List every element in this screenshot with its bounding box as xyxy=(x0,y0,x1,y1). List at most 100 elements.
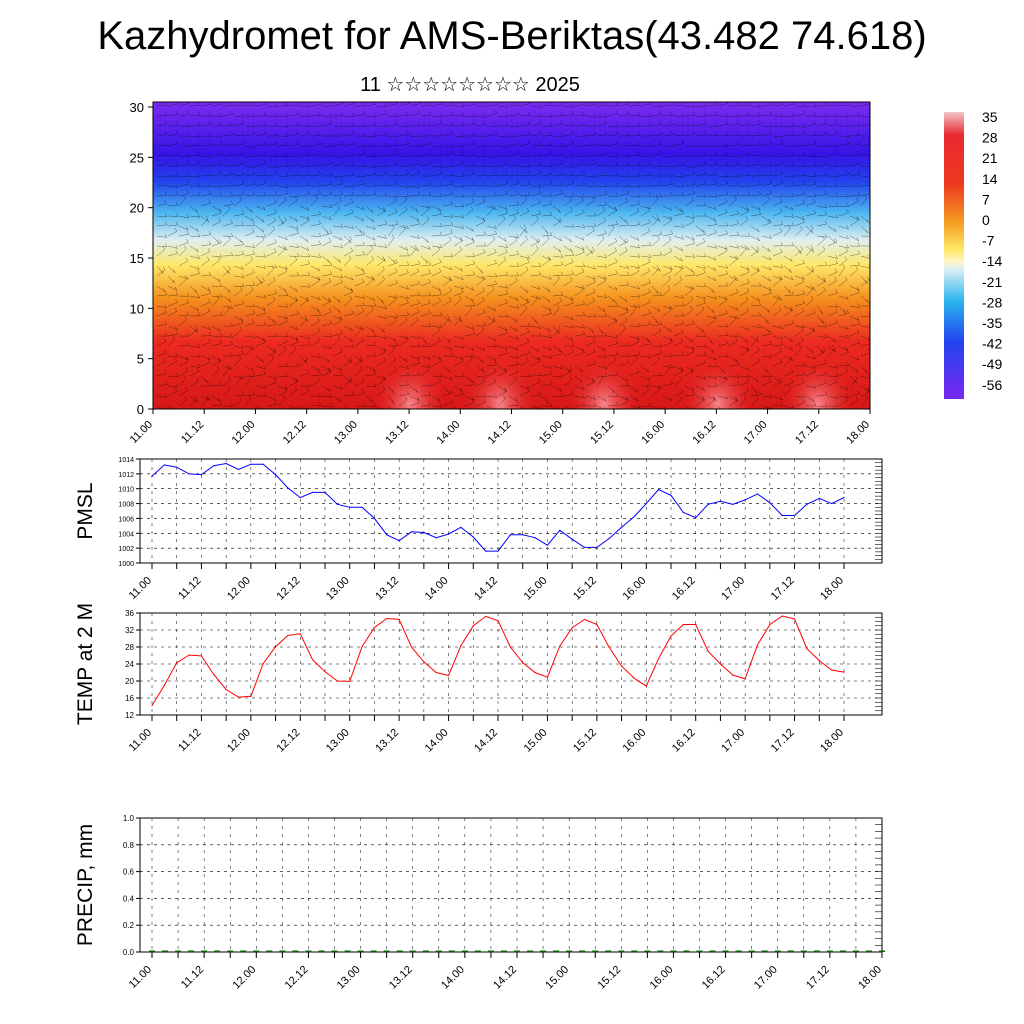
wind-barb-flag xyxy=(846,151,850,156)
wind-barb xyxy=(805,143,816,147)
wind-barb xyxy=(805,123,816,127)
wind-barb xyxy=(299,215,310,220)
wind-barb-flag xyxy=(449,346,453,351)
wind-barb-flag xyxy=(373,122,377,126)
wind-barb-flag xyxy=(252,163,256,168)
wind-barb-flag xyxy=(428,204,431,209)
wind-barb xyxy=(332,275,343,279)
wind-barb-flag xyxy=(669,397,672,402)
wind-barb xyxy=(849,393,860,397)
wind-barb xyxy=(585,265,596,270)
wind-barb-flag xyxy=(351,391,355,396)
wind-barb-flag xyxy=(669,267,673,272)
wind-barb-flag xyxy=(185,367,188,372)
wind-barb-flag xyxy=(615,371,619,375)
wind-barb xyxy=(497,398,506,407)
data-point xyxy=(658,657,660,660)
wind-barb-flag xyxy=(164,112,168,116)
wind-barb xyxy=(706,399,715,407)
wind-barb-flag xyxy=(614,317,617,322)
wind-barb-flag xyxy=(855,375,858,380)
wind-barb-flag xyxy=(516,190,520,195)
wind-barb-flag xyxy=(703,160,707,165)
wind-barb xyxy=(288,259,298,267)
wind-barb xyxy=(849,154,860,157)
wind-barb xyxy=(640,255,651,258)
wind-barb-flag xyxy=(228,265,231,270)
wind-barb xyxy=(200,215,210,223)
wind-barb-flag xyxy=(306,206,310,211)
wind-barb xyxy=(178,175,189,178)
wind-barb xyxy=(816,345,824,354)
wind-barb-flag xyxy=(395,220,399,225)
wind-barb xyxy=(728,364,739,367)
wind-barb-flag xyxy=(502,395,506,400)
wind-barb xyxy=(277,185,288,188)
wind-barb xyxy=(420,124,431,127)
wind-barb xyxy=(354,175,365,177)
x-tick-label: 13.00 xyxy=(324,575,352,603)
wind-barb-flag xyxy=(571,179,574,184)
wind-barb xyxy=(442,385,450,394)
wind-barb-flag xyxy=(802,200,805,204)
wind-barb-flag xyxy=(406,261,410,266)
wind-barb-flag xyxy=(846,113,850,118)
wind-barb-flag xyxy=(450,190,454,195)
wind-barb xyxy=(156,203,167,207)
precip-bar xyxy=(500,950,507,952)
wind-barb xyxy=(233,289,243,297)
wind-barb xyxy=(772,201,783,207)
wind-barb xyxy=(772,164,783,167)
wind-barb-flag xyxy=(370,244,373,249)
wind-barb-flag xyxy=(208,326,211,330)
wind-barb-flag xyxy=(362,278,365,283)
wind-barb xyxy=(563,199,573,207)
wind-barb xyxy=(475,175,486,177)
wind-barb xyxy=(772,224,783,227)
wind-barb xyxy=(563,315,574,321)
wind-barb xyxy=(398,319,408,327)
wind-barb xyxy=(805,248,813,257)
wind-barb xyxy=(464,235,474,241)
wind-barb-flag xyxy=(505,160,509,165)
wind-barb-flag xyxy=(600,330,604,334)
wind-barb-flag xyxy=(790,206,794,211)
wind-barb xyxy=(486,371,497,377)
wind-barb-flag xyxy=(615,302,619,307)
wind-barb xyxy=(618,250,628,257)
wind-barb-flag xyxy=(417,110,420,114)
wind-barb-flag xyxy=(637,221,641,225)
wind-barb xyxy=(629,211,640,217)
wind-barb-flag xyxy=(758,391,762,395)
wind-barb xyxy=(717,103,728,107)
wind-barb-flag xyxy=(746,307,749,312)
wind-barb xyxy=(200,310,210,317)
precip-bar xyxy=(826,950,833,952)
wind-barb-flag xyxy=(251,228,255,233)
wind-barb xyxy=(321,255,330,263)
wind-barb xyxy=(376,305,387,310)
wind-barb-flag xyxy=(307,122,311,127)
wind-barb xyxy=(805,345,814,354)
wind-barb xyxy=(233,375,244,380)
wind-barb-flag xyxy=(495,102,498,105)
wind-barb-flag xyxy=(669,336,673,341)
wind-barb xyxy=(475,201,486,207)
wind-barb xyxy=(343,313,354,317)
wind-barb-flag xyxy=(502,215,506,220)
wind-barb-flag xyxy=(448,318,451,323)
wind-barb xyxy=(805,355,816,360)
wind-barb-flag xyxy=(285,235,288,240)
wind-barb-flag xyxy=(174,357,178,362)
colorbar-label: 35 xyxy=(982,109,998,125)
wind-barb-flag xyxy=(450,389,453,394)
wind-barb-flag xyxy=(856,197,859,201)
wind-barb-flag xyxy=(736,231,740,236)
x-tick-label: 11.00 xyxy=(127,575,154,602)
wind-barb-flag xyxy=(362,162,366,167)
wind-barb-flag xyxy=(428,261,432,266)
wind-barb-flag xyxy=(604,120,607,124)
wind-barb xyxy=(464,325,475,330)
wind-barb xyxy=(838,115,849,118)
wind-barb xyxy=(244,104,255,107)
